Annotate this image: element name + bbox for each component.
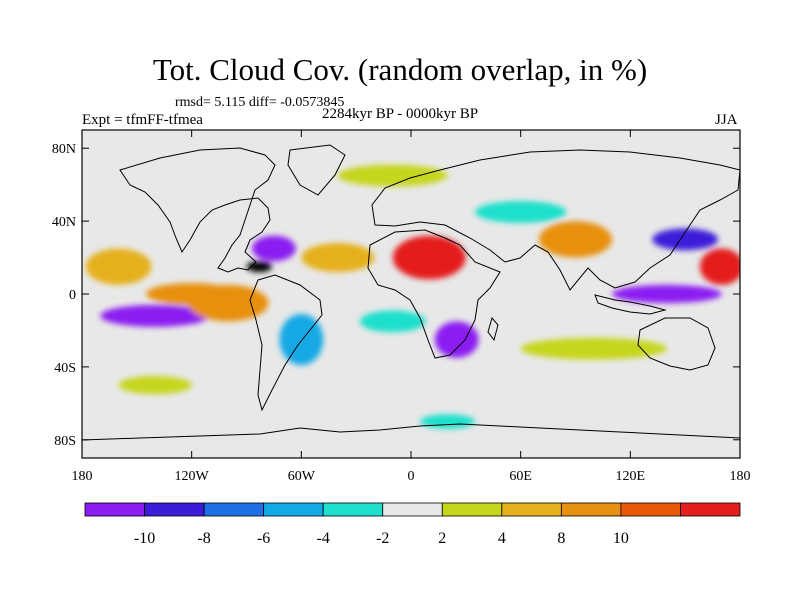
y-tick-label: 40N [52,215,76,230]
colorbar-swatch [263,502,324,517]
colorbar-swatch [203,502,265,517]
anomaly-blob [251,235,296,262]
coastline-south-america [249,274,323,412]
colorbar-swatch [560,502,622,517]
coastline-greenland [287,144,346,196]
x-tick-label: 180 [72,469,93,484]
coastline-layer [82,144,740,441]
experiment-label: Expt = tfmFF-tfmea [82,112,203,128]
colorbar-swatch [501,502,562,517]
anomaly-blob [612,284,722,304]
anomaly-field-layer [85,164,740,429]
map-axes: 180 120W 60W 0 60E 120E 180 80N 40N 0 40S 80S [52,130,751,484]
colorbar-label: -8 [197,530,210,547]
colorbar-swatch [144,502,205,517]
anomaly-blob [359,310,426,333]
colorbar: -10 -8 -6 -4 -2 2 4 8 10 [84,502,741,547]
anomaly-blob [699,248,740,285]
coastline-eurasia [371,149,740,291]
y-tick-label: 40S [54,361,76,376]
coastline-africa [367,229,501,359]
anomaly-blob [538,221,613,258]
colorbar-label: 4 [498,530,506,547]
season-label: JJA [715,112,738,128]
colorbar-swatch [322,502,384,517]
colorbar-label: 8 [557,530,565,547]
x-tick-label: 60W [288,469,316,484]
x-tick-label: 60E [509,469,532,484]
x-tick-label: 180 [730,469,751,484]
map-title: Tot. Cloud Cov. (random overlap, in %) [152,52,648,87]
anomaly-blob [188,284,269,322]
colorbar-swatch [441,502,503,517]
y-tick-label: 0 [69,288,76,303]
x-tick-label: 0 [408,469,415,484]
y-tick-label: 80S [54,434,76,449]
coastline-australia [637,317,716,371]
anomaly-blob [520,337,667,360]
coastline-antarctica [82,423,740,441]
anomaly-blob [118,376,192,395]
anomaly-blob [301,242,375,273]
colorbar-label: -6 [257,530,270,547]
anomaly-blob [420,414,475,429]
colorbar-label: -2 [376,530,389,547]
colorbar-label: -4 [317,530,330,547]
coastline-madagascar [487,316,499,342]
colorbar-label: -10 [134,530,155,547]
colorbar-swatch [620,502,681,517]
stats-line: rmsd= 5.115 diff= -0.0573845 [175,95,345,110]
anomaly-blob [337,164,448,187]
period-label: 2284kyr BP - 0000kyr BP [322,106,479,122]
colorbar-swatch [680,502,741,517]
anomaly-blob [100,304,210,327]
anomaly-blob [474,201,567,223]
coastline-indonesia [594,294,667,315]
colorbar-swatch [382,502,443,517]
anomaly-blob [434,321,479,358]
anomaly-blob [392,235,466,280]
coastline-north-america [119,147,276,273]
anomaly-blob [85,248,152,285]
anomaly-blob [652,228,719,251]
y-tick-label: 80N [52,142,76,157]
x-tick-label: 120W [175,469,210,484]
colorbar-label: 10 [613,530,629,547]
colorbar-swatch [84,502,145,517]
colorbar-label: 2 [438,530,446,547]
x-tick-label: 120E [616,469,646,484]
anomaly-blob [246,261,273,273]
